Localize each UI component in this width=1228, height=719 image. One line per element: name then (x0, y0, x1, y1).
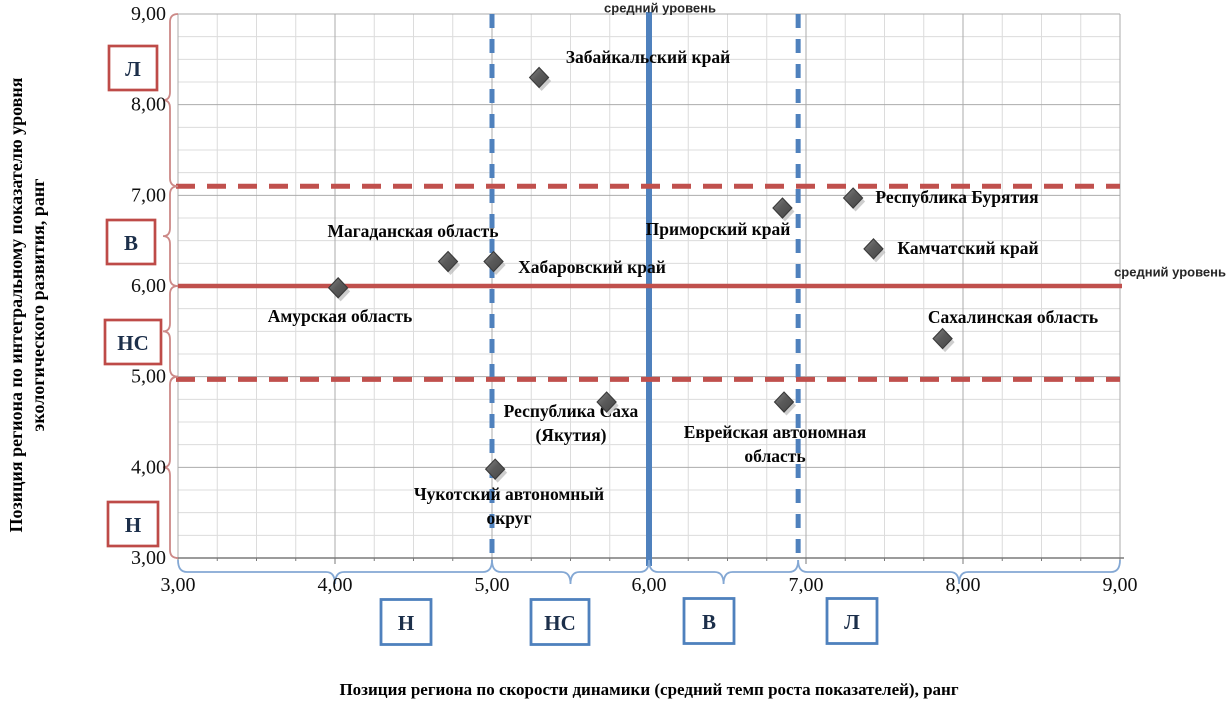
x-tick-label: 3,00 (161, 574, 196, 596)
x-zone-box (682, 597, 736, 645)
x-axis-title: Позиция региона по скорости динамики (ср… (339, 680, 959, 699)
point-label: Хабаровский край (518, 257, 666, 277)
point-label: Приморский край (646, 219, 791, 239)
y-zone-brace (162, 375, 179, 559)
y-tick-label: 8,00 (131, 94, 166, 116)
y-zone-box (107, 44, 159, 92)
y-tick-label: 4,00 (131, 456, 166, 478)
data-point (596, 391, 617, 413)
y-axis-title-line1: Позиция региона по интегральному показат… (6, 77, 26, 533)
x-tick-label: 5,00 (475, 574, 510, 596)
x-zone-brace (648, 559, 800, 585)
point-label: Еврейская автономная область (684, 422, 867, 466)
point-label: Сахалинская область (928, 307, 1098, 327)
point-label: Амурская область (268, 306, 412, 326)
y-tick-label: 5,00 (131, 366, 166, 388)
point-label: Магаданская область (327, 221, 498, 241)
data-point (863, 238, 884, 260)
data-point (327, 277, 349, 299)
x-tick-label: 6,00 (632, 574, 667, 596)
x-tick-label: 4,00 (318, 574, 353, 596)
y-tick-label: 3,00 (131, 547, 166, 569)
y-zone-box (105, 218, 157, 266)
y-axis-title: Позиция региона по интегральному показат… (5, 5, 49, 605)
data-points (327, 66, 955, 483)
data-point (483, 250, 504, 273)
x-zone-letter: Н (398, 611, 414, 635)
x-zone-letter: В (702, 610, 716, 634)
zone-braces (162, 13, 1121, 585)
x-zone-box (379, 598, 433, 646)
data-point (484, 458, 506, 480)
data-point (773, 391, 795, 413)
mean-level-hline-label: средний уровень (1114, 265, 1226, 280)
y-zone-box (103, 318, 163, 366)
y-zone-brace (162, 285, 179, 378)
x-zone-box (529, 598, 591, 646)
x-zone-letter: НС (544, 611, 576, 635)
data-point (437, 250, 459, 273)
point-labels: Забайкальский край Республика Бурятия Прим… (268, 47, 1098, 528)
y-zone-letter: В (124, 231, 138, 255)
data-point (932, 327, 953, 350)
y-tick-label: 6,00 (131, 275, 166, 297)
y-zone-letter: Н (125, 513, 141, 537)
point-label: Республика Саха (Якутия) (504, 401, 639, 445)
y-zone-letter: Л (125, 57, 141, 81)
y-axis-title-line2: экологического развития, ранг (28, 178, 48, 432)
x-tick-label: 7,00 (789, 574, 824, 596)
data-point (528, 66, 550, 89)
zone-labels (103, 44, 879, 646)
data-point (842, 187, 864, 209)
x-zone-brace (797, 559, 1121, 585)
point-label: Забайкальский край (566, 47, 730, 67)
reference-lines (176, 12, 1122, 566)
x-zone-box (825, 597, 879, 645)
x-tick-label: 8,00 (946, 574, 981, 596)
y-zone-box (106, 500, 160, 548)
data-point (772, 197, 793, 219)
y-tick-label: 9,00 (131, 3, 166, 25)
x-tick-label: 9,00 (1103, 574, 1138, 596)
y-tick-label: 7,00 (131, 184, 166, 206)
point-label: Республика Бурятия (875, 187, 1038, 207)
mean-level-vline-label: средний уровень (604, 1, 716, 16)
x-zone-brace (177, 559, 493, 585)
point-label: Чукотский автономный округ (414, 484, 604, 528)
x-zone-letter: Л (844, 610, 860, 634)
y-zone-brace (162, 185, 179, 287)
point-label: Камчатский край (897, 238, 1038, 258)
y-zone-letter: НС (117, 331, 149, 355)
x-zone-brace (491, 559, 650, 585)
y-zone-brace (162, 13, 179, 188)
